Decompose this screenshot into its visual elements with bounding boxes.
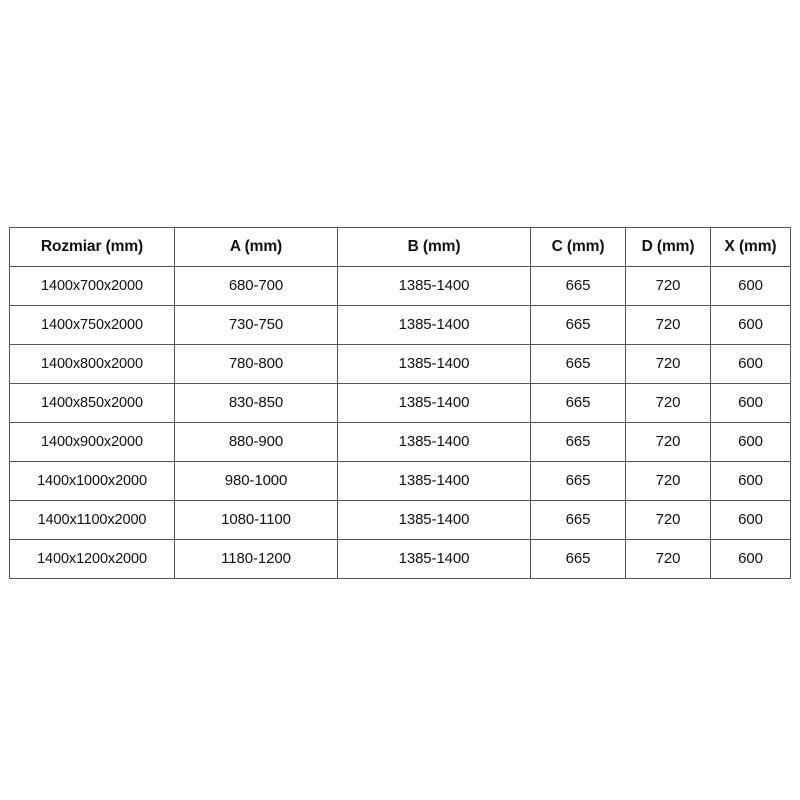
cell-b: 1385-1400 bbox=[337, 305, 531, 345]
cell-b: 1385-1400 bbox=[337, 422, 531, 462]
table-row: 1400x700x2000 680-700 1385-1400 665 720 … bbox=[9, 266, 791, 306]
cell-x: 600 bbox=[710, 266, 791, 306]
cell-b: 1385-1400 bbox=[337, 539, 531, 579]
cell-b: 1385-1400 bbox=[337, 266, 531, 306]
spec-table-container: Rozmiar (mm) A (mm) B (mm) C (mm) D (mm)… bbox=[9, 227, 791, 579]
cell-b: 1385-1400 bbox=[337, 344, 531, 384]
column-header-d: D (mm) bbox=[625, 227, 711, 267]
column-header-c: C (mm) bbox=[530, 227, 626, 267]
cell-x: 600 bbox=[710, 539, 791, 579]
cell-size: 1400x800x2000 bbox=[9, 344, 175, 384]
cell-a: 1180-1200 bbox=[174, 539, 338, 579]
cell-x: 600 bbox=[710, 500, 791, 540]
cell-x: 600 bbox=[710, 383, 791, 423]
cell-c: 665 bbox=[530, 500, 626, 540]
cell-c: 665 bbox=[530, 539, 626, 579]
cell-x: 600 bbox=[710, 422, 791, 462]
cell-d: 720 bbox=[625, 422, 711, 462]
cell-b: 1385-1400 bbox=[337, 383, 531, 423]
cell-d: 720 bbox=[625, 539, 711, 579]
cell-a: 780-800 bbox=[174, 344, 338, 384]
column-header-b: B (mm) bbox=[337, 227, 531, 267]
column-header-x: X (mm) bbox=[710, 227, 791, 267]
cell-a: 730-750 bbox=[174, 305, 338, 345]
table-row: 1400x1200x2000 1180-1200 1385-1400 665 7… bbox=[9, 539, 791, 579]
cell-size: 1400x1200x2000 bbox=[9, 539, 175, 579]
table-row: 1400x800x2000 780-800 1385-1400 665 720 … bbox=[9, 344, 791, 384]
cell-size: 1400x850x2000 bbox=[9, 383, 175, 423]
table-header: Rozmiar (mm) A (mm) B (mm) C (mm) D (mm)… bbox=[9, 227, 791, 267]
table-row: 1400x750x2000 730-750 1385-1400 665 720 … bbox=[9, 305, 791, 345]
cell-d: 720 bbox=[625, 461, 711, 501]
cell-x: 600 bbox=[710, 461, 791, 501]
cell-b: 1385-1400 bbox=[337, 461, 531, 501]
cell-d: 720 bbox=[625, 305, 711, 345]
cell-d: 720 bbox=[625, 500, 711, 540]
cell-d: 720 bbox=[625, 344, 711, 384]
cell-size: 1400x1100x2000 bbox=[9, 500, 175, 540]
table-row: 1400x850x2000 830-850 1385-1400 665 720 … bbox=[9, 383, 791, 423]
cell-size: 1400x1000x2000 bbox=[9, 461, 175, 501]
table-body: 1400x700x2000 680-700 1385-1400 665 720 … bbox=[9, 266, 791, 579]
cell-c: 665 bbox=[530, 305, 626, 345]
table-header-row: Rozmiar (mm) A (mm) B (mm) C (mm) D (mm)… bbox=[9, 227, 791, 267]
cell-d: 720 bbox=[625, 266, 711, 306]
cell-a: 880-900 bbox=[174, 422, 338, 462]
cell-size: 1400x700x2000 bbox=[9, 266, 175, 306]
cell-b: 1385-1400 bbox=[337, 500, 531, 540]
cell-c: 665 bbox=[530, 422, 626, 462]
cell-a: 830-850 bbox=[174, 383, 338, 423]
cell-size: 1400x750x2000 bbox=[9, 305, 175, 345]
cell-a: 1080-1100 bbox=[174, 500, 338, 540]
column-header-size: Rozmiar (mm) bbox=[9, 227, 175, 267]
cell-c: 665 bbox=[530, 344, 626, 384]
column-header-a: A (mm) bbox=[174, 227, 338, 267]
cell-a: 980-1000 bbox=[174, 461, 338, 501]
table-row: 1400x1100x2000 1080-1100 1385-1400 665 7… bbox=[9, 500, 791, 540]
cell-a: 680-700 bbox=[174, 266, 338, 306]
cell-x: 600 bbox=[710, 344, 791, 384]
cell-c: 665 bbox=[530, 461, 626, 501]
cell-x: 600 bbox=[710, 305, 791, 345]
shower-enclosure-dimensions-table: Rozmiar (mm) A (mm) B (mm) C (mm) D (mm)… bbox=[9, 227, 791, 579]
cell-size: 1400x900x2000 bbox=[9, 422, 175, 462]
cell-c: 665 bbox=[530, 266, 626, 306]
table-row: 1400x900x2000 880-900 1385-1400 665 720 … bbox=[9, 422, 791, 462]
cell-d: 720 bbox=[625, 383, 711, 423]
table-row: 1400x1000x2000 980-1000 1385-1400 665 72… bbox=[9, 461, 791, 501]
cell-c: 665 bbox=[530, 383, 626, 423]
